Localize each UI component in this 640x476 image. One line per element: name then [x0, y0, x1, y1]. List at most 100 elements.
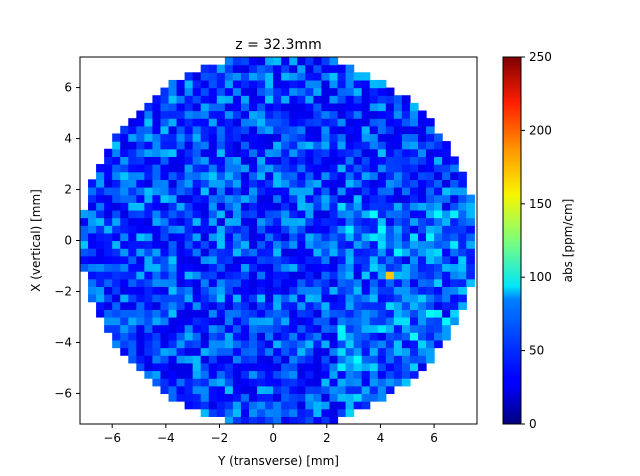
heatmap-cell — [361, 263, 371, 272]
heatmap-cell — [112, 278, 121, 287]
heatmap-cell — [417, 194, 427, 203]
heatmap-cell — [417, 294, 427, 303]
heatmap-cell — [144, 278, 154, 287]
heatmap-cell — [176, 110, 186, 119]
heatmap-cell — [401, 125, 411, 135]
heatmap-cell — [192, 225, 202, 234]
heatmap-cell — [369, 355, 379, 364]
heatmap-cell — [458, 179, 467, 188]
heatmap-cell — [208, 355, 218, 364]
heatmap-cell — [216, 294, 226, 303]
heatmap-cell — [240, 263, 250, 272]
heatmap-cell — [184, 225, 194, 234]
heatmap-cell — [321, 133, 331, 142]
heatmap-cell — [337, 370, 347, 379]
heatmap-cell — [361, 301, 371, 310]
heatmap-cell — [232, 148, 242, 157]
heatmap-cell — [385, 232, 395, 242]
heatmap-cell — [160, 385, 170, 395]
heatmap-cell — [417, 286, 427, 295]
heatmap-cell — [377, 225, 387, 234]
heatmap-cell — [144, 355, 154, 364]
heatmap-cell — [417, 110, 427, 119]
heatmap-cell — [297, 385, 306, 395]
heatmap-cell — [168, 156, 178, 165]
heatmap-cell — [216, 202, 226, 211]
heatmap-cell — [144, 148, 154, 157]
x-tick-label: 0 — [269, 431, 277, 445]
heatmap-cell — [184, 324, 194, 333]
heatmap-cell — [297, 324, 306, 333]
heatmap-cell — [329, 87, 339, 96]
heatmap-cell — [393, 217, 403, 226]
heatmap-cell — [265, 263, 274, 272]
heatmap-cell — [232, 164, 242, 173]
heatmap-cell — [466, 225, 475, 234]
heatmap-cell — [248, 393, 258, 402]
heatmap-cell — [450, 278, 459, 287]
heatmap-cell — [329, 209, 339, 219]
heatmap-cell — [104, 240, 113, 249]
heatmap-cell — [385, 240, 395, 249]
heatmap-cell — [409, 141, 419, 150]
heatmap-cell — [393, 110, 403, 119]
heatmap-cell — [248, 309, 258, 318]
heatmap-cell — [393, 294, 403, 303]
heatmap-cell — [232, 362, 242, 372]
heatmap-cell — [369, 87, 379, 96]
heatmap-cell — [450, 171, 459, 180]
heatmap-cell — [176, 217, 186, 226]
heatmap-cell — [184, 87, 194, 96]
heatmap-cell — [393, 148, 403, 157]
heatmap-cell — [232, 324, 242, 333]
heatmap-cell — [248, 286, 258, 295]
heatmap-cell — [136, 339, 145, 349]
heatmap-cell — [257, 301, 266, 310]
heatmap-cell — [192, 141, 202, 150]
heatmap-cell — [345, 393, 355, 402]
heatmap-cell — [240, 248, 250, 257]
heatmap-cell — [232, 393, 242, 402]
heatmap-cell — [313, 339, 323, 349]
heatmap-cell — [345, 324, 355, 333]
heatmap-cell — [136, 255, 145, 265]
heatmap-cell — [224, 309, 234, 318]
heatmap-cell — [337, 118, 347, 127]
heatmap-cell — [168, 125, 178, 135]
heatmap-cell — [385, 263, 395, 272]
heatmap-cell — [128, 209, 137, 219]
heatmap-cell — [337, 332, 347, 341]
heatmap-cell — [409, 186, 419, 196]
heatmap-cell — [232, 286, 242, 295]
heatmap-cell — [393, 271, 403, 280]
heatmap-cell — [176, 209, 186, 219]
heatmap-cell — [80, 240, 89, 249]
heatmap-cell — [232, 202, 242, 211]
heatmap-cell — [184, 271, 194, 280]
heatmap-cell — [305, 248, 314, 257]
heatmap-cell — [144, 179, 154, 188]
heatmap-cell — [337, 355, 347, 364]
heatmap-cell — [257, 72, 266, 81]
heatmap-cell — [281, 370, 290, 379]
heatmap-cell — [337, 156, 347, 165]
heatmap-cell — [120, 225, 129, 234]
heatmap-cell — [128, 232, 137, 242]
heatmap-cell — [232, 133, 242, 142]
heatmap-cell — [200, 79, 210, 89]
heatmap-cell — [208, 179, 218, 188]
heatmap-cell — [401, 179, 411, 188]
heatmap-cell — [305, 294, 314, 303]
heatmap-cell — [281, 324, 290, 333]
heatmap-cell — [216, 240, 226, 249]
heatmap-cell — [248, 171, 258, 180]
heatmap-cell — [353, 148, 363, 157]
heatmap-cell — [401, 278, 411, 287]
heatmap-cell — [96, 194, 105, 203]
heatmap-cell — [305, 186, 314, 196]
heatmap-cell — [257, 217, 266, 226]
heatmap-cell — [184, 385, 194, 395]
heatmap-cell — [353, 278, 363, 287]
heatmap-cell — [144, 141, 154, 150]
heatmap-cell — [361, 179, 371, 188]
